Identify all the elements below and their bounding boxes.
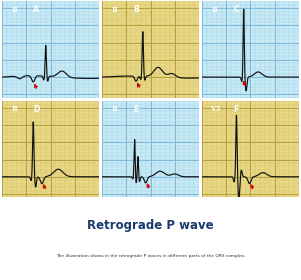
Text: II: II	[111, 105, 118, 113]
Text: C: C	[233, 5, 239, 14]
Text: II: II	[11, 6, 18, 14]
Text: D: D	[33, 105, 39, 114]
Text: Retrograde P wave: Retrograde P wave	[87, 219, 214, 232]
Text: II: II	[211, 6, 218, 14]
Text: F: F	[233, 105, 239, 114]
Text: E: E	[133, 105, 139, 114]
Text: V3: V3	[210, 105, 220, 113]
Text: II: II	[111, 6, 118, 14]
Text: The illustration shows in the retrograde P waves in different parts of the QRS c: The illustration shows in the retrograde…	[56, 254, 245, 258]
Text: II: II	[11, 105, 18, 113]
Text: A: A	[33, 5, 39, 14]
Text: B: B	[133, 5, 139, 14]
